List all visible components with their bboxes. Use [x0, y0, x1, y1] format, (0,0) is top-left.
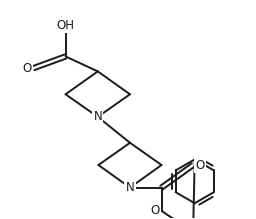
Text: O: O: [195, 159, 204, 171]
Text: N: N: [93, 110, 102, 123]
Text: OH: OH: [57, 19, 74, 32]
Text: O: O: [23, 62, 32, 74]
Text: O: O: [150, 204, 159, 217]
Text: N: N: [126, 181, 134, 194]
